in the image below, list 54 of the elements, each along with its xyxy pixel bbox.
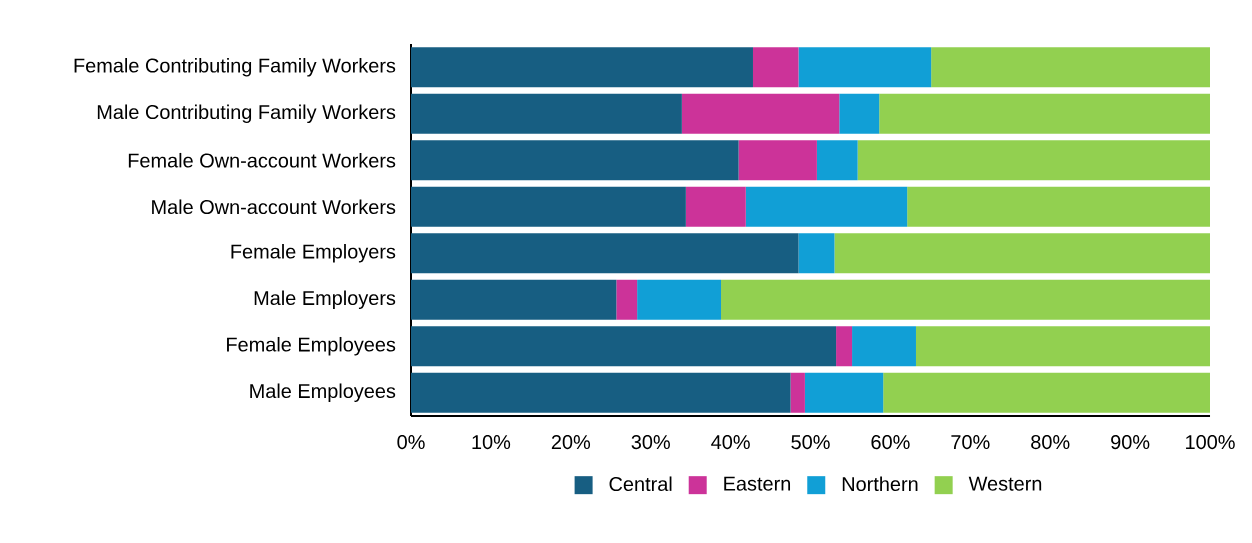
bar [852,326,916,367]
y-tick-label: Female Employers [231,243,396,263]
bar [883,372,1211,413]
bar [745,186,908,227]
x-tick-label: 60% [871,435,910,450]
bar [721,279,1211,320]
bar [857,140,1211,181]
bar [616,279,638,320]
y-tick-label: Male Own-account Workers [152,199,396,215]
x-tick-label: 30% [631,435,670,450]
bar [411,93,682,134]
bar [752,47,799,88]
x-tick-label: 80% [1031,435,1070,450]
x-tick-label: 40% [711,435,750,450]
x-tick-label: 70% [951,435,990,450]
bar [798,233,835,274]
y-tick-label: Male Contributing Family Workers [97,104,396,124]
x-tick-label: 0% [397,435,425,450]
bar [681,93,840,134]
bar [834,233,1211,274]
bar [411,233,799,274]
bar [907,186,1211,227]
y-tick-label: Female Contributing Family Workers [74,57,396,77]
bar [879,93,1211,134]
legend-label: Western [968,476,1042,491]
legend-label: Northern [842,476,918,492]
bar [915,326,1211,367]
bar [411,186,686,227]
legend-label: Eastern [724,476,791,491]
y-tick-label: Female Employees [227,336,396,356]
bar [790,372,805,413]
bar [411,372,791,413]
bar [411,326,837,367]
x-tick-label: 90% [1111,435,1150,450]
bar [738,140,817,181]
x-tick-label: 20% [551,435,591,450]
bar [685,186,746,227]
bar [411,140,739,181]
bar [798,47,932,88]
x-tick-label: 10% [472,435,511,450]
x-tick-label: 50% [791,435,830,450]
bar [839,93,880,134]
bar [637,279,722,320]
bar [411,279,617,320]
y-tick-label: Male Employees [250,383,396,403]
bar [816,140,858,181]
y-tick-label: Male Employers [254,290,396,310]
bar [804,372,884,413]
legend-label: Central [609,476,672,492]
bar [931,47,1211,88]
y-tick-label: Female Own-account Workers [128,152,396,168]
bar [411,47,753,88]
bar [836,326,853,367]
x-tick-label: 100% [1186,435,1235,450]
